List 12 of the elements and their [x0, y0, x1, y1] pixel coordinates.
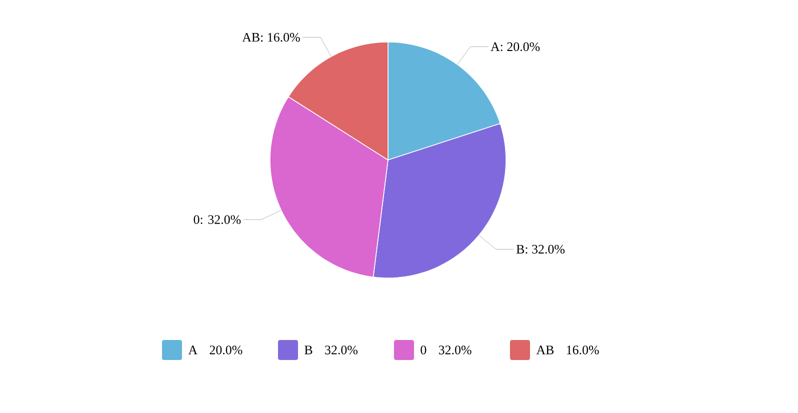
legend-label: A	[188, 346, 198, 354]
data-label: 32.0%	[438, 346, 472, 354]
legend-label: AB	[536, 346, 554, 354]
text: AB: 16.0%	[242, 32, 300, 42]
data-label: 20.0%	[210, 346, 242, 354]
data-label: 16.0%	[566, 346, 599, 354]
legend-label: B	[304, 346, 312, 354]
text: B: 32.0%	[516, 244, 565, 254]
data-label: 32.0%	[325, 346, 358, 354]
text: 0: 32.0%	[194, 215, 241, 224]
text: A: 20.0%	[490, 42, 540, 52]
legend-label: 0	[420, 346, 426, 354]
